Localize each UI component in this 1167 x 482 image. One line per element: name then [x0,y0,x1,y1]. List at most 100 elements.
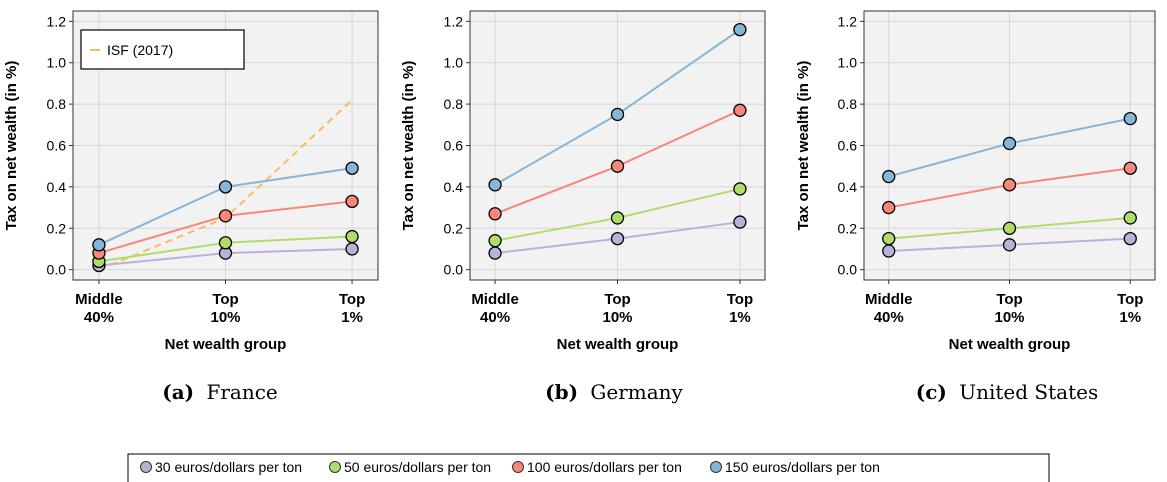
data-point-series-2 [1002,221,1017,235]
y-tick-label: 0.0 [47,262,67,278]
y-tick-label: 0.4 [444,179,464,195]
data-point-series-2 [733,182,747,196]
data-point-series-1 [1002,238,1017,252]
data-point-series-1 [345,242,359,256]
plot-frame [863,10,1156,281]
data-point-series-3 [733,103,747,117]
y-tick-label: 0.2 [47,220,67,236]
data-point-series-2 [610,211,625,225]
x-tick-label: Top 10% [602,291,632,326]
chart-panel-3: 0.0 0.2 0.4 0.6 0.8 1.0 1.2 Middle 40% Top 10% Top 1… [795,10,1156,353]
data-point-series-3 [882,200,896,215]
x-tick-label: Top 10% [210,291,240,326]
data-point-series-2 [882,231,896,246]
legend-marker-3 [512,461,524,473]
data-point-series-4 [1002,136,1017,151]
y-axis-title: Tax on net wealth (in %) [795,61,812,231]
svg-text:(b) Germany: (b) Germany [545,380,683,404]
x-tick-label: Top 1% [1117,291,1143,326]
caption-a-tag: (a) [162,380,194,404]
data-point-series-4 [882,169,896,184]
data-point-series-2 [1123,211,1137,225]
legend-label-1: 30 euros/dollars per ton [155,459,302,475]
x-axis-title: Net wealth group [949,336,1071,353]
data-point-series-1 [1123,231,1137,246]
y-axis-title: Tax on net wealth (in %) [3,61,20,231]
caption-c: (c) United States [916,380,1098,404]
data-point-series-2 [488,234,502,248]
y-tick-label: 1.0 [47,55,67,71]
data-point-series-1 [610,231,625,246]
y-tick-label: 1.2 [47,13,67,29]
y-axis-title: Tax on net wealth (in %) [400,61,417,231]
data-point-series-4 [218,180,233,194]
chart-panels: 0.0 0.2 0.4 0.6 0.8 1.0 1.2 Middle 40% Top 10% Top 1… [3,10,1156,353]
data-point-series-3 [1002,178,1017,192]
isf-legend-box [80,29,245,70]
caption-c-tag: (c) [916,380,947,404]
data-point-series-3 [1123,161,1137,175]
y-tick-label: 0.2 [838,220,858,236]
caption-a: (a) France [162,380,278,404]
x-tick-label: Middle 40% [865,291,913,326]
data-point-series-3 [345,194,359,209]
data-point-series-3 [610,159,625,173]
y-tick-label: 0.6 [47,138,67,154]
x-tick-label: Top 1% [727,291,753,326]
y-tick-label: 0.4 [47,179,67,195]
isf-legend: ISF (2017) [80,29,245,70]
data-point-series-4 [610,107,625,122]
y-tick-label: 1.2 [444,13,464,29]
series-legend: 30 euros/dollars per ton 50 euros/dollars… [127,453,1050,482]
data-point-series-4 [488,178,502,192]
data-point-series-4 [345,161,359,175]
data-point-series-1 [733,215,747,229]
data-point-series-4 [733,22,747,37]
data-point-series-4 [92,238,106,252]
caption-a-text: France [206,380,277,404]
legend-marker-2 [329,461,341,473]
data-point-series-3 [218,209,233,223]
y-tick-label: 0.8 [47,96,67,112]
x-tick-label: Middle 40% [75,291,123,326]
caption-c-text: United States [959,380,1098,404]
data-point-series-1 [488,246,502,260]
chart-panel-2: 0.0 0.2 0.4 0.6 0.8 1.0 1.2 Middle 40% Top 10% Top 1… [400,10,766,353]
x-tick-label: Top 1% [339,291,365,326]
data-point-series-4 [1123,111,1137,126]
y-tick-label: 1.2 [838,13,858,29]
y-tick-label: 0.6 [838,138,858,154]
series-legend-box [127,453,1050,482]
data-point-series-1 [882,244,896,258]
plot-frame [72,10,379,281]
y-tick-label: 0.8 [444,96,464,112]
y-tick-label: 0.6 [444,138,464,154]
caption-b-tag: (b) [545,380,578,404]
data-point-series-3 [488,207,502,221]
legend-label-2: 50 euros/dollars per ton [344,459,491,475]
caption-b: (b) Germany [545,380,683,404]
x-axis-title: Net wealth group [165,336,287,353]
legend-label-3: 100 euros/dollars per ton [527,459,682,475]
y-tick-label: 1.0 [838,55,858,71]
legend-marker-1 [140,461,152,473]
y-tick-label: 0.8 [838,96,858,112]
y-tick-label: 0.2 [444,220,464,236]
legend-label-4: 150 euros/dollars per ton [725,459,880,475]
y-tick-label: 1.0 [444,55,464,71]
data-point-series-2 [345,229,359,244]
y-tick-label: 0.0 [838,262,858,278]
data-point-series-2 [218,236,233,250]
legend-marker-4 [710,461,722,473]
x-tick-label: Top 10% [994,291,1024,326]
x-tick-label: Middle 40% [471,291,519,326]
isf-legend-label: ISF (2017) [107,42,173,58]
caption-b-text: Germany [590,380,683,404]
chart-panel-1: 0.0 0.2 0.4 0.6 0.8 1.0 1.2 Middle 40% Top 10% Top 1… [3,10,379,353]
plot-frame [469,10,766,281]
y-tick-label: 0.4 [838,179,858,195]
y-tick-label: 0.0 [444,262,464,278]
svg-text:(a) France: (a) France [162,380,278,404]
svg-text:(c) United States: (c) United States [916,380,1098,404]
